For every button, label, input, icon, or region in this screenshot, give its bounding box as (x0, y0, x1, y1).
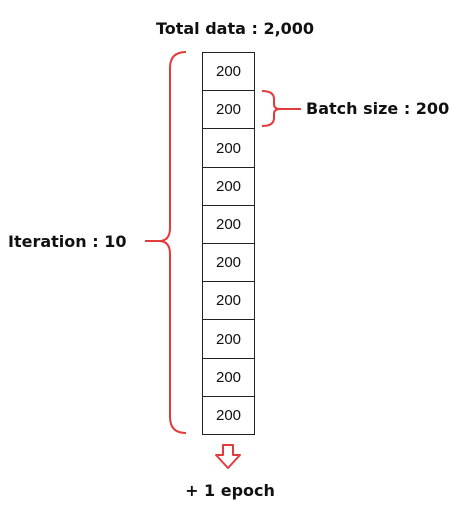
batch-cell: 200 (203, 359, 254, 397)
iteration-label: Iteration : 10 (8, 232, 127, 251)
iteration-brace (158, 51, 187, 434)
batch-cell: 200 (203, 129, 254, 168)
batch-cell: 200 (203, 244, 254, 283)
batch-cell: 200 (203, 206, 254, 245)
batch-cell: 200 (203, 53, 254, 92)
batch-cell: 200 (215, 406, 242, 424)
batch-cell: 200 (203, 168, 254, 206)
batch-cell: 200 (203, 91, 254, 130)
batch-cell: 200 (203, 320, 254, 359)
down-arrow-icon (215, 444, 241, 469)
total-data-title: Total data : 2,000 (155, 19, 315, 38)
batch-brace (261, 90, 281, 127)
batch-size-label: Batch size : 200 (306, 99, 450, 118)
data-batches-stack: 200 200 200 200 200 200 200 200 200 200 (202, 52, 255, 435)
epoch-label: + 1 epoch (185, 481, 275, 500)
batch-cell: 200 (203, 282, 254, 321)
